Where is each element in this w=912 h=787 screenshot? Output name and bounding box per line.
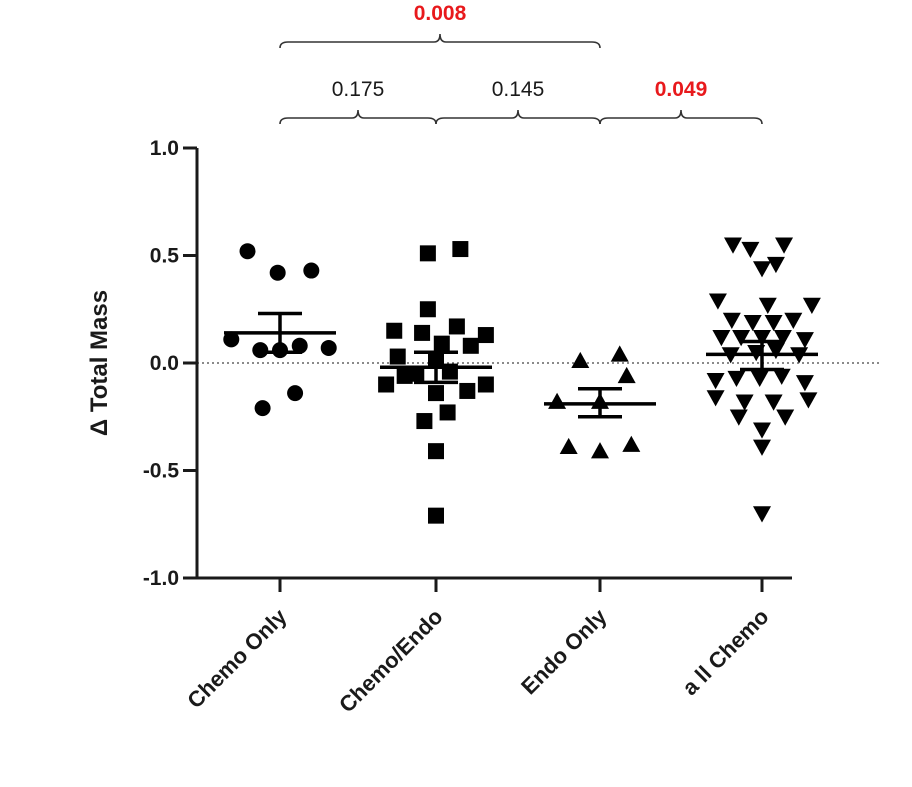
data-point: [462, 337, 479, 354]
data-point: [419, 301, 436, 318]
data-point: [591, 442, 609, 459]
data-point: [727, 370, 746, 388]
data-point: [802, 297, 821, 314]
data-point: [753, 506, 771, 523]
category-label: a ll Chemo: [677, 604, 773, 700]
data-point: [254, 400, 271, 417]
data-point: [773, 330, 792, 347]
data-point: [416, 413, 433, 430]
data-point: [303, 262, 320, 279]
data-point: [724, 237, 742, 254]
data-point: [386, 322, 403, 339]
data-point: [753, 330, 771, 347]
data-point: [396, 367, 413, 384]
data-point: [378, 376, 395, 393]
data-point: [320, 339, 337, 356]
data-point: [548, 392, 567, 409]
data-point: [735, 394, 754, 411]
data-point: [477, 327, 494, 344]
category-label: Endo Only: [516, 603, 612, 699]
data-point: [722, 312, 741, 329]
data-point: [729, 409, 748, 426]
data-point: [389, 348, 406, 365]
data-point: [764, 314, 783, 332]
data-point: [428, 507, 444, 524]
comparison-bracket: [279, 33, 601, 49]
data-point: [766, 342, 785, 360]
data-point: [753, 439, 771, 456]
category-label: Chemo/Endo: [334, 604, 448, 718]
data-point: [784, 312, 803, 329]
p-value-label: 0.175: [332, 78, 385, 101]
data-point: [795, 375, 814, 392]
data-point: [712, 330, 731, 347]
comparison-bracket: [599, 109, 763, 125]
data-point: [776, 409, 795, 426]
data-point: [758, 297, 777, 314]
data-point: [428, 385, 444, 402]
category-label: Chemo Only: [182, 603, 292, 713]
data-point: [239, 243, 256, 260]
data-point: [772, 368, 791, 385]
y-axis-title: Δ Total Mass: [86, 290, 113, 436]
y-tick-label: 1.0: [150, 137, 179, 160]
data-point: [617, 366, 636, 384]
data-point: [732, 330, 751, 347]
data-point: [419, 245, 436, 262]
comparison-bracket: [279, 109, 437, 125]
data-point: [414, 324, 431, 341]
data-point: [452, 241, 469, 258]
data-point: [741, 241, 760, 259]
data-point: [291, 337, 308, 354]
data-point: [610, 345, 629, 362]
data-point: [706, 373, 725, 390]
data-point: [706, 390, 725, 407]
data-point: [559, 437, 578, 455]
data-point: [799, 392, 818, 409]
data-point: [448, 318, 465, 335]
data-point: [223, 331, 240, 348]
data-point: [764, 394, 783, 411]
data-point: [477, 376, 494, 393]
data-point: [775, 237, 794, 254]
y-tick-label: -1.0: [143, 567, 179, 590]
data-point: [571, 351, 590, 369]
p-value-label: 0.049: [655, 78, 708, 101]
data-point: [750, 370, 769, 388]
data-point: [795, 332, 814, 349]
data-point: [269, 264, 286, 281]
data-point: [708, 293, 727, 310]
data-point: [439, 404, 456, 421]
data-point: [743, 314, 762, 332]
data-point: [753, 422, 771, 439]
data-point: [252, 342, 269, 359]
data-point: [287, 385, 304, 402]
data-point: [753, 261, 771, 278]
p-value-label: 0.145: [492, 78, 545, 101]
y-tick-label: 0.5: [150, 245, 180, 268]
data-point: [766, 256, 785, 274]
y-tick-label: 0.0: [150, 352, 179, 375]
y-tick-label: -0.5: [143, 460, 180, 483]
p-value-label: 0.008: [414, 2, 467, 25]
data-point: [433, 335, 450, 352]
data-point: [459, 382, 476, 399]
data-point: [428, 443, 444, 460]
data-point: [622, 435, 641, 452]
comparison-bracket: [435, 109, 601, 125]
